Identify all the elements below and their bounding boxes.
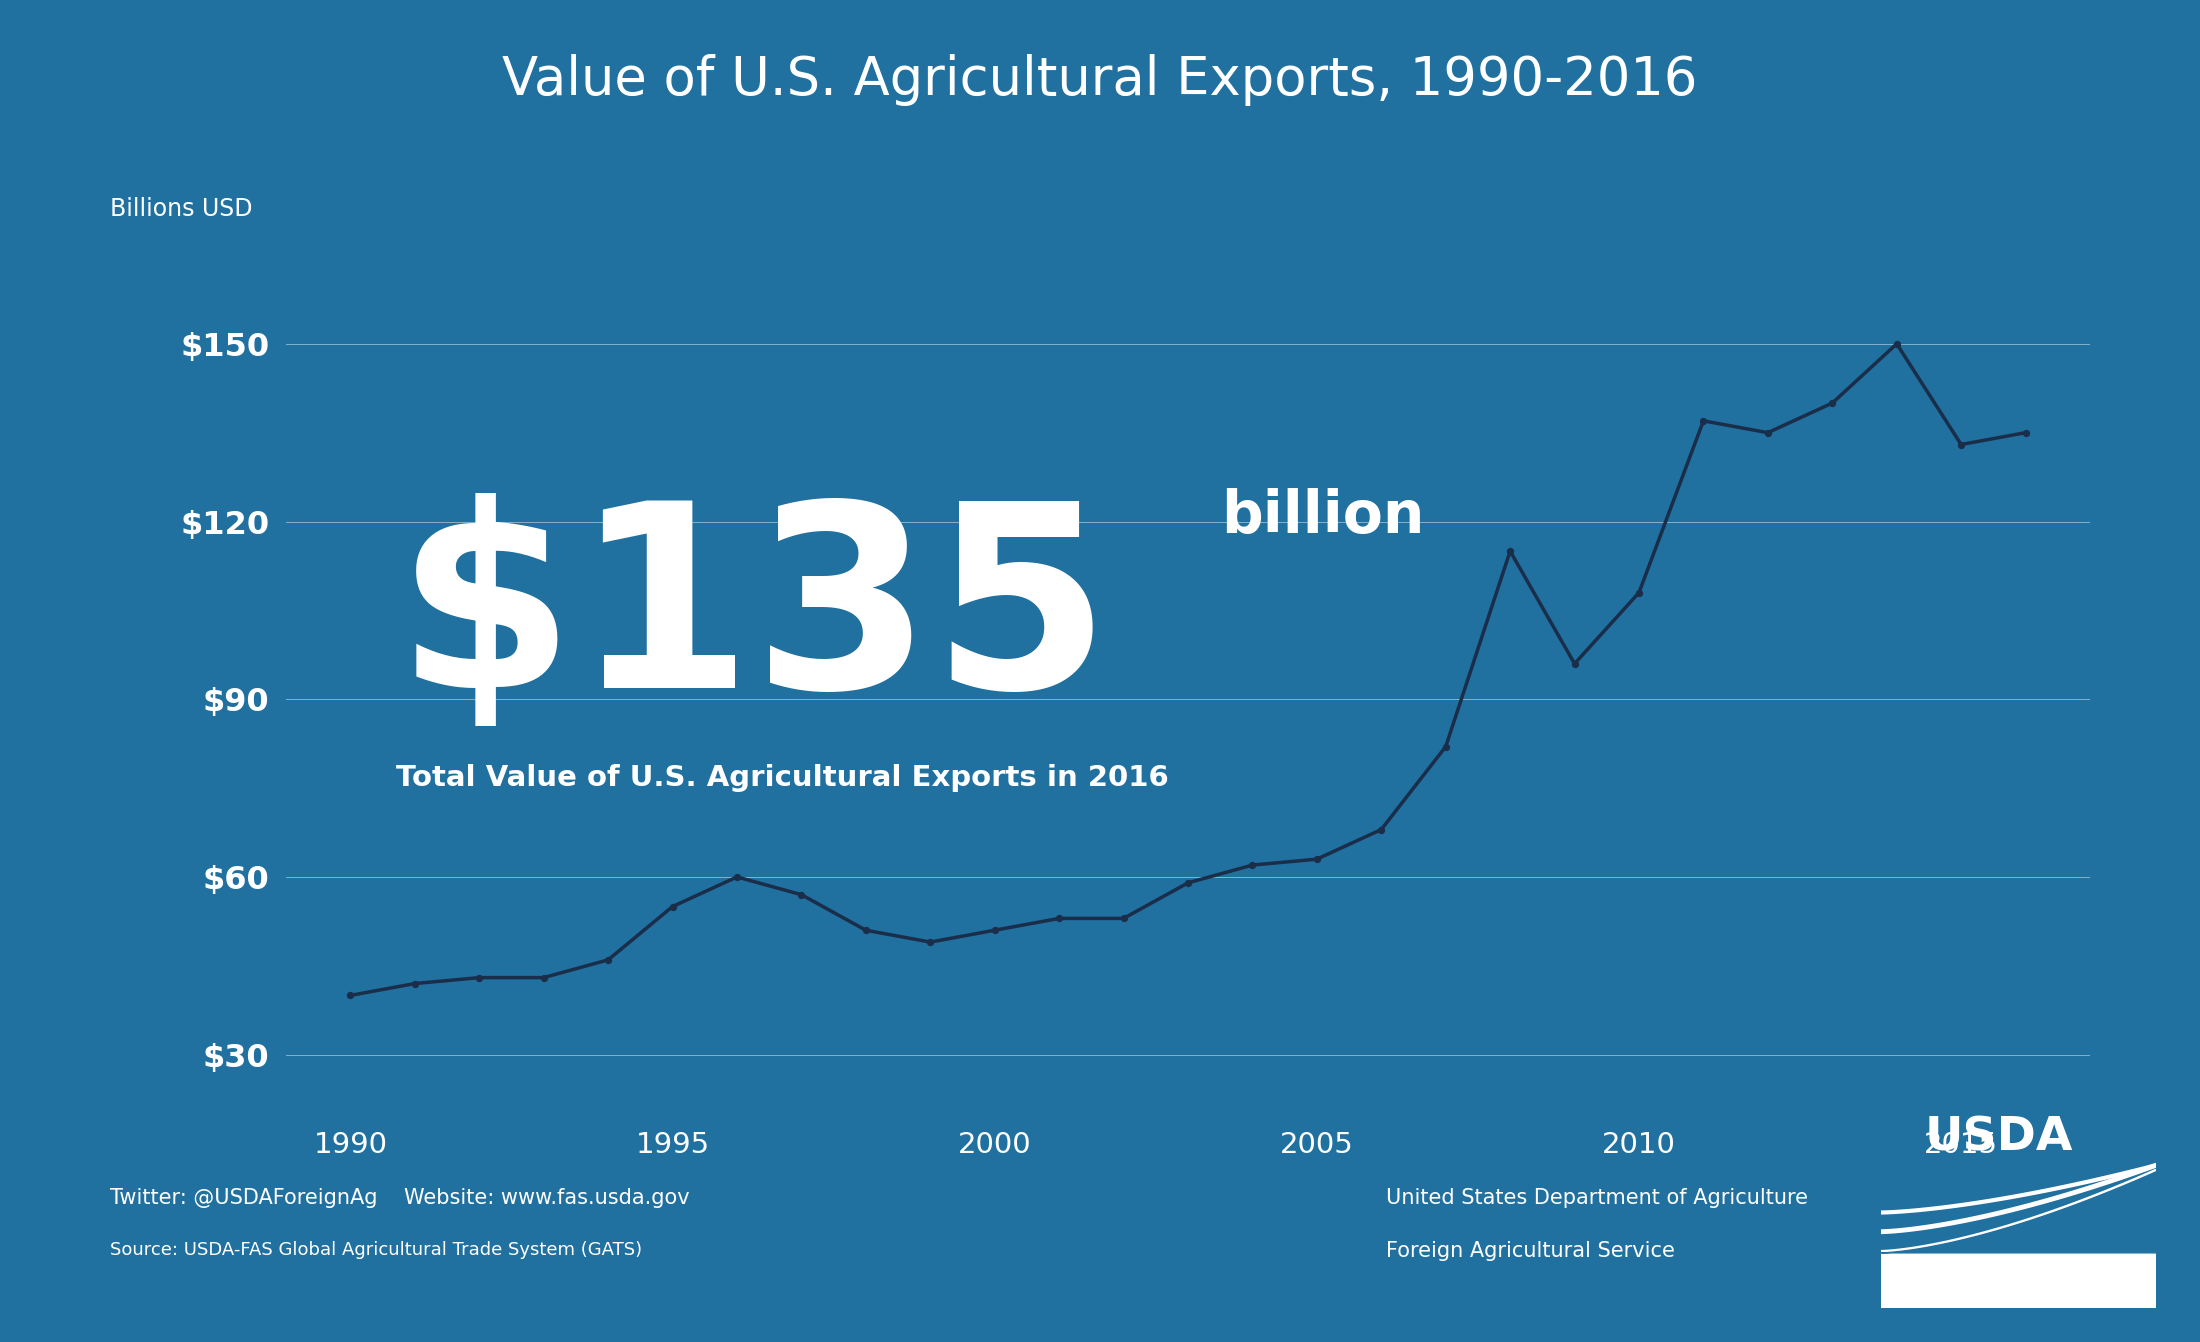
Point (719, 866, 755, 887)
Text: USDA: USDA (1925, 1115, 2072, 1161)
Point (1234, 855, 1269, 876)
Text: Foreign Agricultural Service: Foreign Agricultural Service (1386, 1241, 1674, 1261)
Point (1751, 421, 1786, 443)
Point (1685, 411, 1720, 432)
Point (1558, 654, 1593, 675)
Point (913, 931, 948, 953)
Text: $135: $135 (396, 494, 1111, 741)
Text: billion: billion (1221, 488, 1423, 545)
Point (1428, 735, 1463, 757)
Text: Billions USD: Billions USD (110, 197, 253, 221)
Point (783, 884, 818, 906)
Point (526, 966, 561, 988)
Text: Value of U.S. Agricultural Exports, 1990-2016: Value of U.S. Agricultural Exports, 1990… (502, 54, 1698, 106)
Point (332, 985, 367, 1006)
Point (1492, 541, 1527, 562)
Point (977, 919, 1012, 941)
Point (590, 949, 625, 970)
Point (1815, 392, 1850, 413)
Point (1621, 582, 1657, 604)
Point (1364, 819, 1399, 840)
Point (1300, 848, 1335, 870)
Text: United States Department of Agriculture: United States Department of Agriculture (1386, 1188, 1808, 1208)
Point (849, 919, 884, 941)
Text: Source: USDA-FAS Global Agricultural Trade System (GATS): Source: USDA-FAS Global Agricultural Tra… (110, 1241, 642, 1259)
Point (398, 973, 433, 994)
Text: Twitter: @USDAForeignAg    Website: www.fas.usda.gov: Twitter: @USDAForeignAg Website: www.fas… (110, 1188, 689, 1208)
Point (1107, 907, 1142, 929)
Point (656, 896, 691, 918)
Point (1943, 433, 1978, 455)
Point (1879, 333, 1914, 354)
Text: Total Value of U.S. Agricultural Exports in 2016: Total Value of U.S. Agricultural Exports… (396, 765, 1168, 792)
Bar (1881, 1252, 2156, 1308)
Point (1041, 907, 1076, 929)
Point (462, 966, 497, 988)
Point (1170, 872, 1206, 894)
Point (2009, 421, 2044, 443)
